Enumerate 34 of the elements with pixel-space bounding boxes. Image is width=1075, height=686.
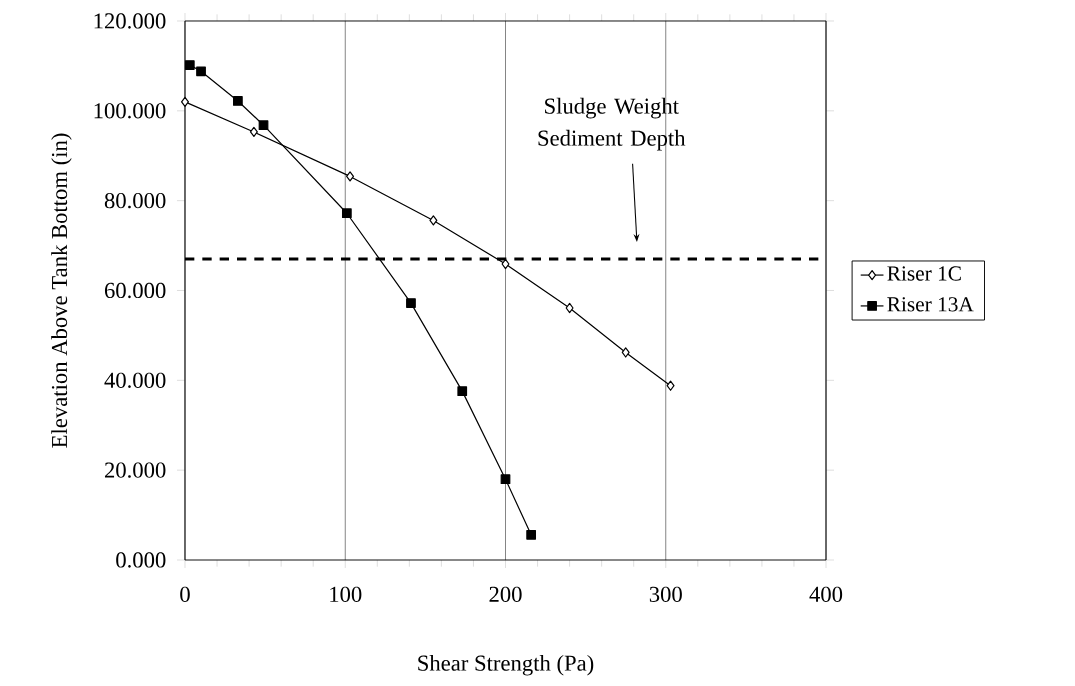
point — [346, 171, 355, 182]
point — [501, 258, 510, 270]
x-tick-label: 300 — [649, 586, 682, 602]
legend-label: Riser 13A — [887, 297, 974, 312]
y-tick-label: 40.000 — [104, 372, 166, 389]
y-tick-label: 20.000 — [104, 462, 166, 478]
point — [666, 380, 675, 391]
y-tick-label: 0.000 — [116, 552, 166, 568]
point — [565, 302, 574, 314]
point — [429, 215, 438, 226]
point — [526, 529, 537, 540]
point — [196, 66, 206, 77]
x-axis-title: Shear Strength (Pa) — [418, 654, 594, 676]
point — [406, 298, 416, 308]
y-tick-label: 60.000 — [104, 282, 166, 299]
y-tick-label: 120.000 — [94, 13, 166, 29]
y-tick-label: 100.000 — [94, 103, 166, 119]
point — [258, 120, 269, 131]
x-tick-label: 200 — [489, 586, 522, 602]
legend-label: Riser 1C — [887, 266, 961, 281]
point — [249, 126, 258, 138]
x-tick-label: 400 — [809, 586, 843, 602]
point — [233, 96, 243, 106]
annotation: Sludge Weight Sediment Depth — [538, 97, 686, 151]
x-tick-label: 0 — [180, 586, 190, 602]
x-tick-label: 100 — [330, 586, 362, 602]
point — [181, 96, 189, 107]
y-tick-label: 80.000 — [104, 192, 166, 209]
point — [500, 474, 511, 485]
point — [621, 347, 630, 358]
point — [341, 208, 352, 219]
point — [184, 60, 195, 70]
point — [457, 386, 468, 396]
y-axis-title: Elevation Above Tank Bottom (in) — [51, 133, 72, 448]
